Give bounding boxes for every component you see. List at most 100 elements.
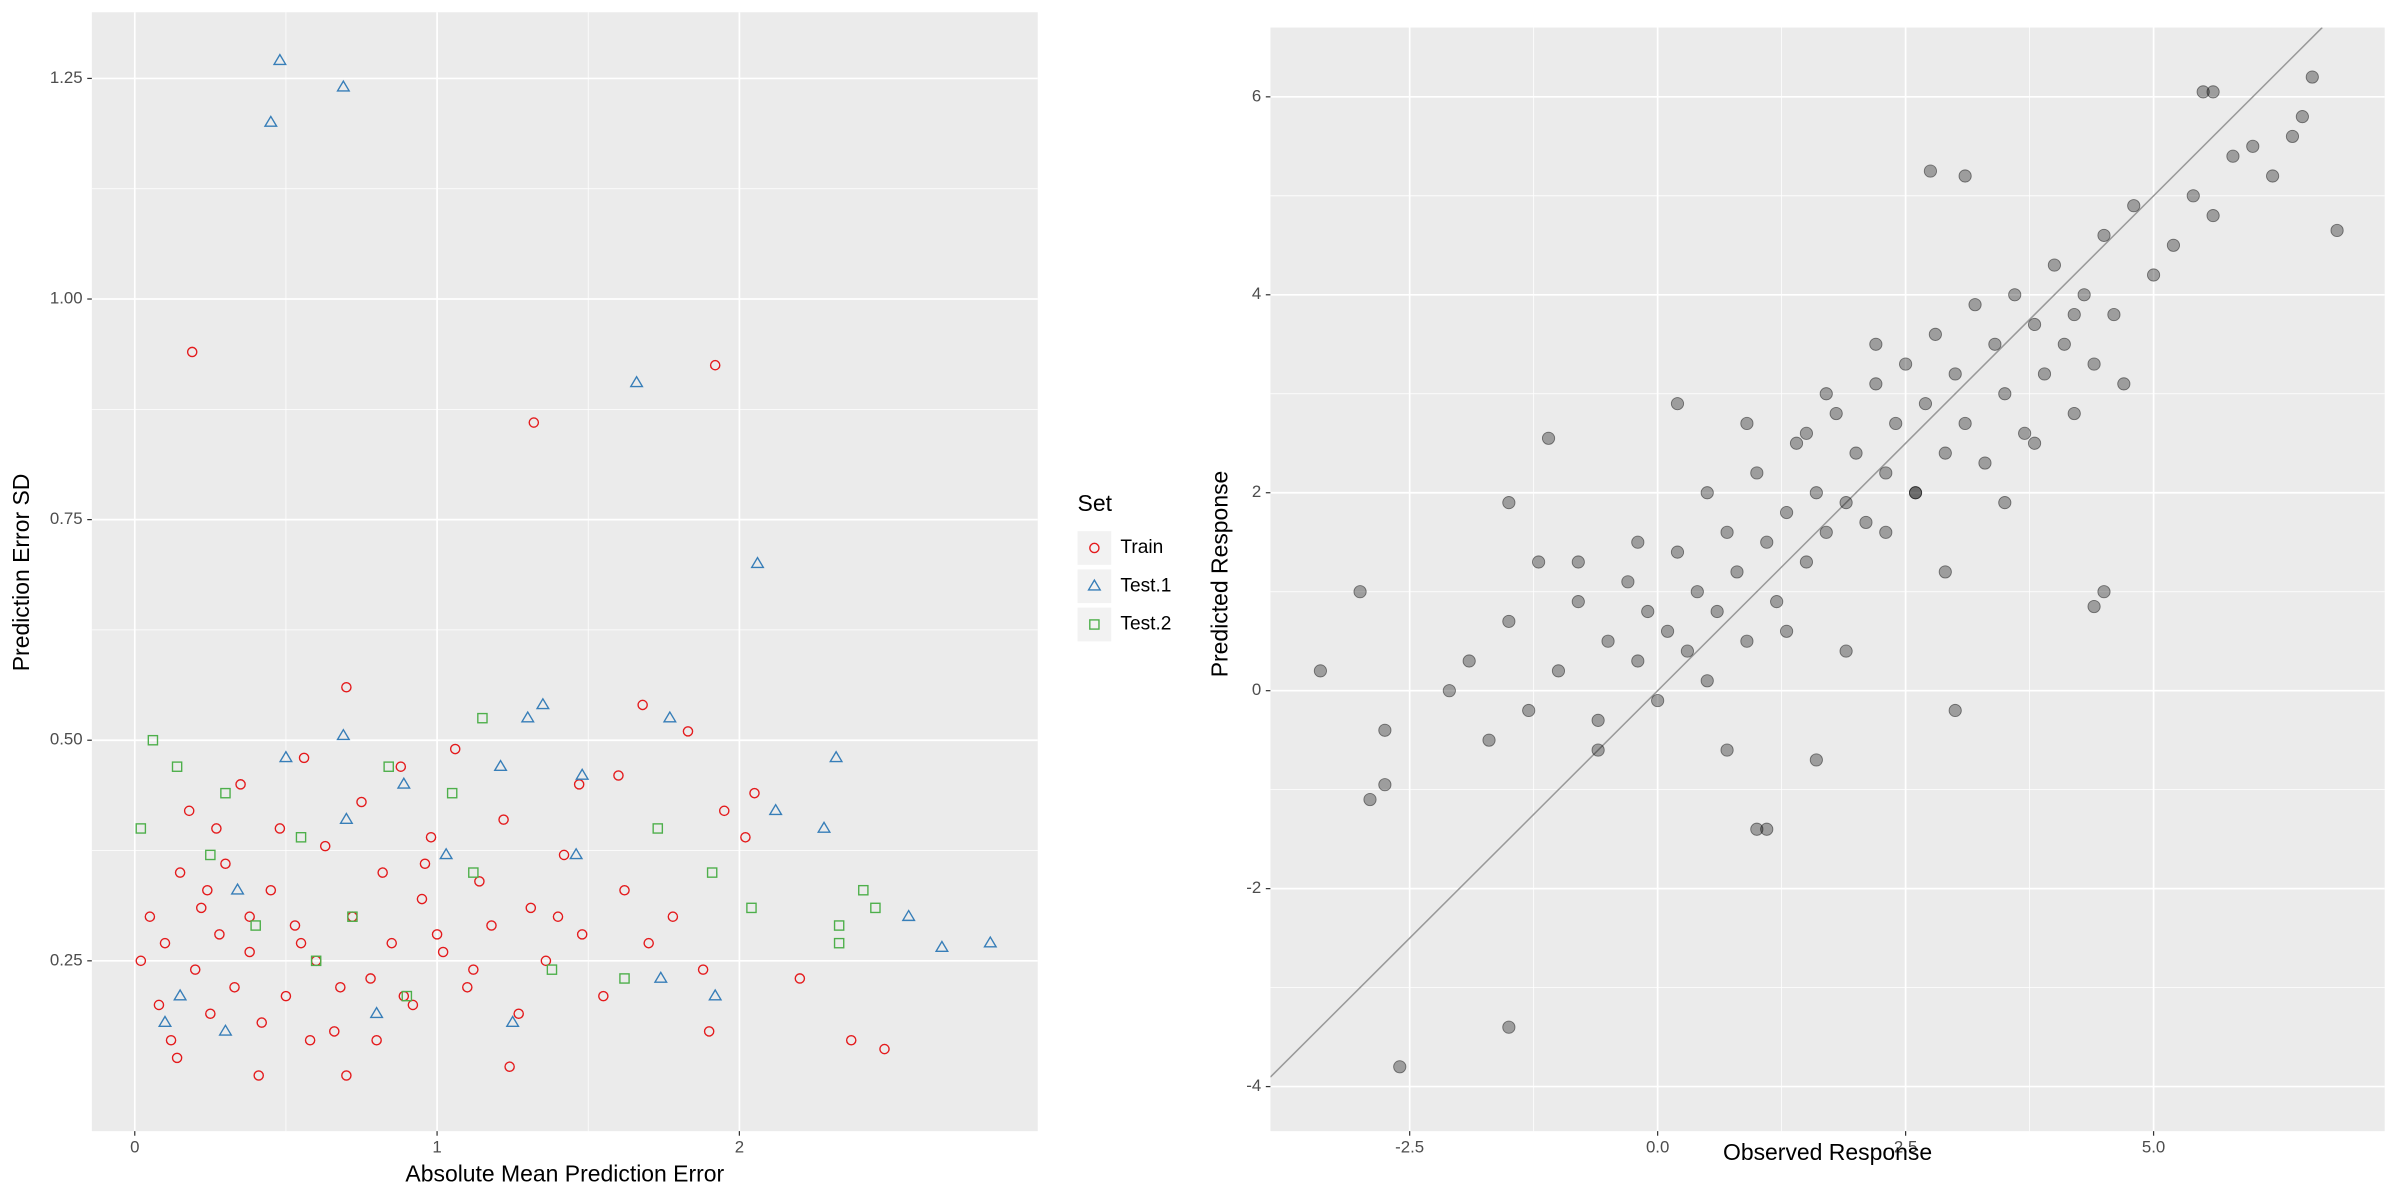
point (613, 770, 624, 781)
point (1750, 466, 1764, 480)
point (2127, 199, 2141, 213)
point (718, 805, 730, 817)
point (1889, 416, 1903, 431)
point (439, 847, 454, 860)
point (369, 1006, 384, 1019)
legend-title: Set (1078, 490, 1113, 516)
point (2077, 288, 2091, 302)
point (1522, 703, 1536, 718)
point (528, 417, 540, 428)
point (750, 556, 765, 569)
point (629, 375, 644, 388)
point (2087, 599, 2101, 614)
point (1442, 684, 1456, 698)
point (1720, 525, 1734, 539)
point (1710, 604, 1724, 619)
point (2166, 238, 2181, 252)
point (171, 761, 183, 772)
point (244, 946, 255, 958)
point (637, 699, 648, 711)
point (1571, 595, 1585, 609)
point (474, 876, 485, 887)
point (540, 955, 552, 967)
point (419, 858, 431, 870)
point (1799, 555, 1814, 569)
point (220, 787, 231, 799)
series (135, 346, 890, 1081)
point (431, 929, 443, 940)
point (371, 1034, 382, 1046)
point (336, 728, 351, 741)
point (235, 779, 246, 790)
series (157, 53, 998, 1036)
point (205, 849, 216, 861)
point (504, 1061, 515, 1072)
series (1313, 70, 2344, 1074)
point (1482, 733, 1496, 747)
point (2018, 426, 2032, 440)
y-tick-label: 2 (1252, 482, 1261, 501)
point (250, 920, 261, 931)
point (230, 882, 245, 895)
point (244, 911, 255, 922)
point (263, 115, 278, 127)
point (2305, 70, 2319, 84)
point (816, 820, 832, 833)
point (569, 847, 584, 860)
y-tick-label: 0 (1252, 680, 1261, 699)
point (858, 884, 869, 896)
point (746, 902, 757, 914)
point (1869, 337, 1883, 351)
point (845, 1034, 857, 1046)
point (2057, 337, 2071, 351)
point (643, 937, 654, 949)
identity-line (1270, 27, 2323, 1078)
y-tick-label: 6 (1252, 86, 1261, 105)
point (365, 973, 376, 984)
point (1700, 486, 1714, 500)
point (1353, 585, 1367, 599)
point (498, 814, 509, 825)
point (157, 1015, 173, 1027)
point (1378, 778, 1392, 792)
point (1968, 298, 1982, 312)
point (1378, 723, 1392, 737)
point (1591, 743, 1605, 757)
point (1829, 406, 1843, 421)
point (1809, 753, 1823, 767)
x-tick-label: 5.0 (2142, 1137, 2165, 1156)
point (2246, 139, 2260, 153)
point (1928, 327, 1942, 341)
point (304, 1034, 316, 1046)
point (1532, 555, 1546, 569)
point (416, 893, 428, 905)
point (879, 1043, 890, 1055)
point (335, 982, 346, 993)
point (2097, 228, 2111, 242)
legend-label: Test.1 (1120, 575, 1171, 596)
point (386, 937, 398, 949)
point (229, 982, 240, 993)
point (1601, 634, 1615, 648)
point (1502, 614, 1516, 628)
point (1591, 713, 1605, 727)
point (667, 911, 679, 922)
y-tick-label: 1.25 (50, 68, 83, 87)
point (1819, 387, 1833, 401)
point (341, 1070, 352, 1081)
point (1631, 535, 1645, 549)
point (2330, 223, 2344, 238)
y-tick-label: -2 (1246, 878, 1261, 897)
point (265, 884, 277, 896)
point (1502, 1020, 1516, 1034)
point (1839, 496, 1853, 510)
point (558, 849, 570, 861)
point (2087, 357, 2101, 371)
point (768, 803, 783, 816)
point (706, 867, 718, 878)
point (2008, 288, 2022, 302)
point (339, 812, 354, 824)
point (1799, 426, 1814, 440)
point (1363, 792, 1377, 807)
point (1908, 486, 1923, 500)
